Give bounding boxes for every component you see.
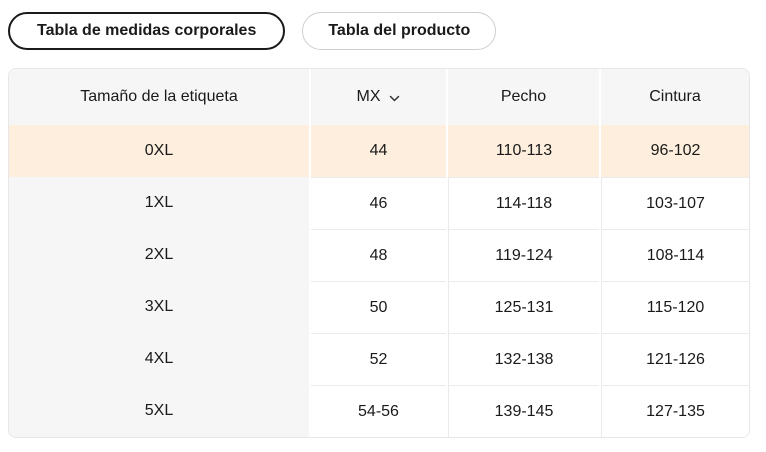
size-system-dropdown[interactable]: MX — [311, 69, 446, 125]
chest-value-cell: 114-118 — [448, 177, 599, 229]
size-label-cell: 5XL — [9, 385, 309, 437]
tab-product-measurements[interactable]: Tabla del producto — [302, 12, 497, 50]
size-label-cell: 1XL — [9, 177, 309, 229]
chest-value-cell: 132-138 — [448, 333, 599, 385]
size-guide-tabs: Tabla de medidas corporales Tabla del pr… — [8, 12, 758, 50]
mx-value-cell: 54-56 — [311, 385, 446, 437]
size-system-value: MX — [356, 88, 381, 105]
chevron-down-icon — [388, 92, 401, 105]
chest-value-cell: 125-131 — [448, 281, 599, 333]
size-label-cell: 0XL — [9, 125, 309, 177]
mx-value-cell: 44 — [311, 125, 446, 177]
column-header-size-label: Tamaño de la etiqueta — [9, 69, 309, 125]
chest-value-cell: 139-145 — [448, 385, 599, 437]
waist-value-cell: 121-126 — [601, 333, 749, 385]
size-chart-table: Tamaño de la etiqueta MX Pecho Cintura 0… — [8, 68, 750, 438]
waist-value-cell: 103-107 — [601, 177, 749, 229]
column-header-waist: Cintura — [601, 69, 749, 125]
waist-value-cell: 108-114 — [601, 229, 749, 281]
size-label-cell: 3XL — [9, 281, 309, 333]
chest-value-cell: 110-113 — [448, 125, 599, 177]
mx-value-cell: 52 — [311, 333, 446, 385]
size-label-cell: 2XL — [9, 229, 309, 281]
mx-value-cell: 46 — [311, 177, 446, 229]
tab-body-measurements[interactable]: Tabla de medidas corporales — [8, 12, 286, 50]
waist-value-cell: 96-102 — [601, 125, 749, 177]
size-label-cell: 4XL — [9, 333, 309, 385]
waist-value-cell: 115-120 — [601, 281, 749, 333]
size-guide-panel: Tabla de medidas corporales Tabla del pr… — [8, 12, 758, 438]
mx-value-cell: 48 — [311, 229, 446, 281]
column-header-chest: Pecho — [448, 69, 599, 125]
chest-value-cell: 119-124 — [448, 229, 599, 281]
mx-value-cell: 50 — [311, 281, 446, 333]
waist-value-cell: 127-135 — [601, 385, 749, 437]
